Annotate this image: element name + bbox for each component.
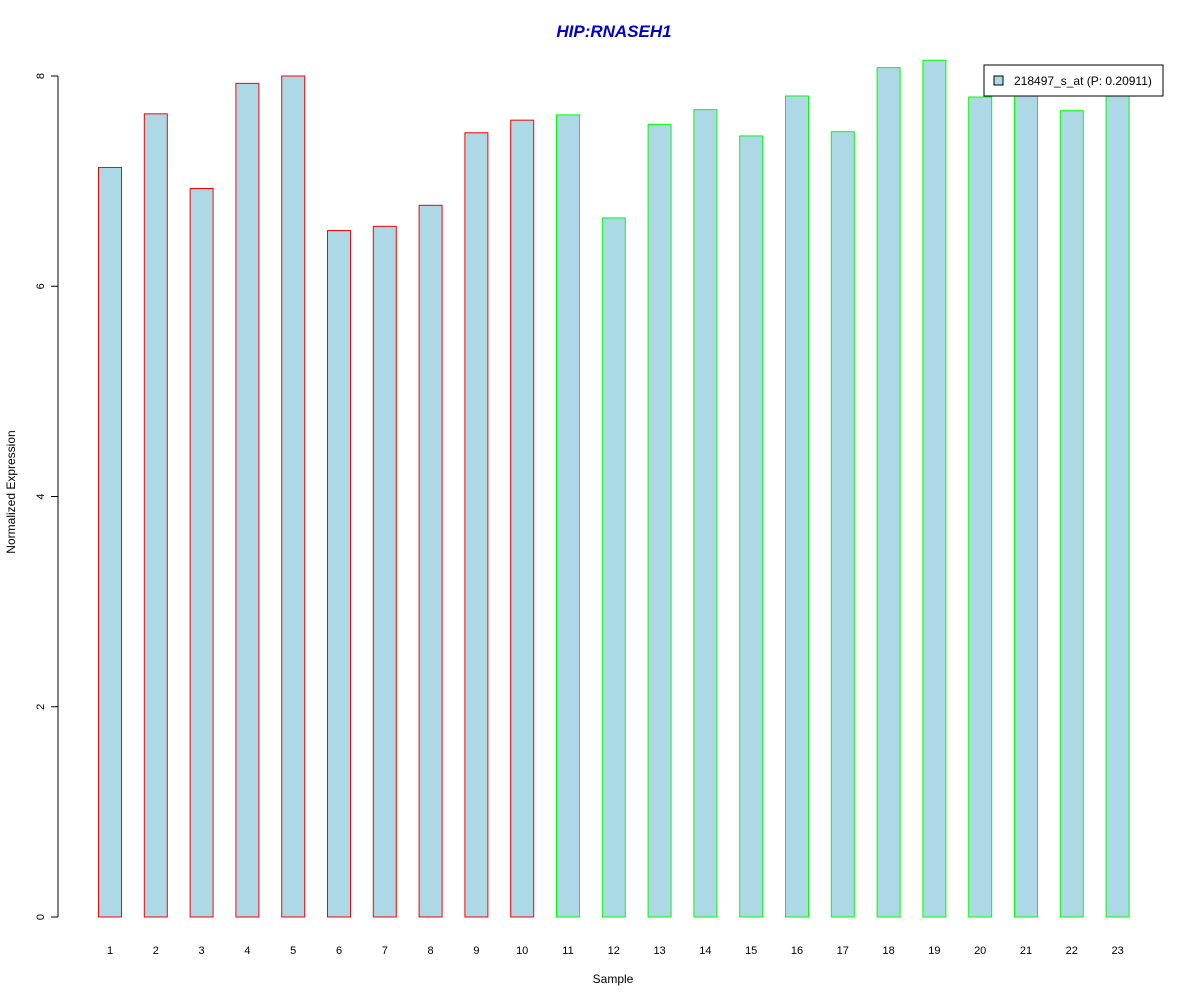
bar-sample-16 <box>785 95 809 918</box>
x-tick-label: 5 <box>290 945 296 957</box>
x-tick-label: 21 <box>1020 945 1032 957</box>
y-axis-label: Normalized Expression <box>4 430 18 553</box>
bar-sample-17 <box>830 131 855 918</box>
x-tick-label: 11 <box>562 945 573 957</box>
x-tick-label: 8 <box>428 945 434 957</box>
x-tick-label: 19 <box>928 945 940 957</box>
legend-label: 218497_s_at (P: 0.20911) <box>1014 74 1152 88</box>
bar-sample-14 <box>693 109 718 918</box>
x-tick-label: 17 <box>837 945 849 957</box>
x-axis-label: Sample <box>593 972 634 986</box>
x-tick-label: 9 <box>473 945 479 957</box>
chart-title: HIP:RNASEH1 <box>556 22 671 41</box>
bar-sample-15 <box>739 135 764 918</box>
bar-sample-11 <box>556 114 580 918</box>
bar-sample-12 <box>601 217 626 918</box>
bar-sample-13 <box>647 123 672 918</box>
bar-sample-1 <box>98 166 122 918</box>
x-tick-label: 22 <box>1066 945 1078 957</box>
x-tick-label: 18 <box>882 945 894 957</box>
bar-sample-19 <box>922 59 947 918</box>
legend: 218497_s_at (P: 0.20911) <box>983 64 1164 97</box>
y-tick-label: 4 <box>35 493 47 499</box>
bar-sample-21 <box>1014 94 1038 918</box>
y-tick-label: 8 <box>35 73 47 79</box>
x-tick-label: 1 <box>107 945 113 957</box>
bar-sample-2 <box>143 113 168 918</box>
bar-sample-18 <box>876 67 901 918</box>
bar-sample-10 <box>510 119 535 918</box>
x-tick-label: 6 <box>336 945 342 957</box>
bar-sample-6 <box>327 230 351 918</box>
y-tick-label: 0 <box>35 914 47 920</box>
bar-sample-9 <box>464 132 489 918</box>
x-tick-label: 14 <box>699 945 711 957</box>
bar-sample-7 <box>372 225 397 918</box>
x-tick-label: 2 <box>153 945 159 957</box>
x-tick-label: 7 <box>382 945 388 957</box>
y-ticks: 0 2 4 6 8 <box>35 73 58 920</box>
x-tick-label: 23 <box>1111 945 1123 957</box>
x-tick-label: 12 <box>608 945 620 957</box>
y-tick-label: 2 <box>35 704 47 710</box>
x-tick-labels: 1 2 3 4 5 6 7 8 9 10 11 12 13 14 15 16 17 18 19 20 21 22 23 <box>107 945 1124 957</box>
x-tick-label: 16 <box>791 945 803 957</box>
legend-swatch <box>993 75 1004 86</box>
x-tick-label: 20 <box>974 945 986 957</box>
bar-sample-3 <box>189 187 214 918</box>
x-tick-label: 13 <box>653 945 665 957</box>
x-tick-label: 3 <box>199 945 205 957</box>
y-tick-label: 6 <box>35 283 47 289</box>
bar-sample-23 <box>1105 93 1130 918</box>
x-tick-label: 10 <box>516 945 528 957</box>
legend-box <box>983 64 1164 97</box>
bar-sample-20 <box>968 96 993 918</box>
bar-sample-22 <box>1059 110 1084 918</box>
x-tick-label: 15 <box>745 945 757 957</box>
bars <box>98 59 1130 918</box>
bar-sample-4 <box>235 82 260 918</box>
bar-sample-8 <box>418 204 443 918</box>
bar-sample-5 <box>281 75 306 918</box>
x-tick-label: 4 <box>244 945 250 957</box>
